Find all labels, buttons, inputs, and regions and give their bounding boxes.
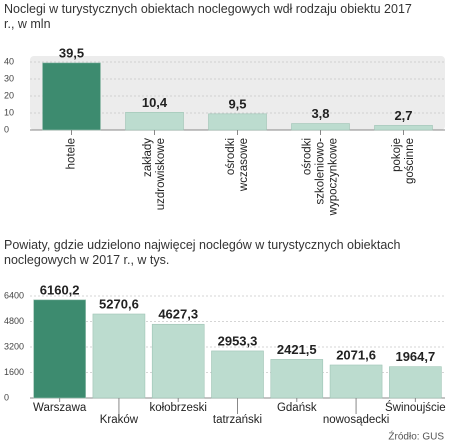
y-tick-label: 4800 — [4, 316, 24, 326]
value-label: 2421,5 — [277, 342, 317, 357]
x-tick-label-line: hotele — [66, 138, 78, 169]
x-tick-label: zakładyuzdrowiskowe — [142, 138, 167, 210]
x-tick-label-line: wypoczynkowe — [328, 138, 340, 216]
bar — [270, 359, 324, 399]
bar — [92, 313, 146, 399]
value-label: 3,8 — [311, 106, 329, 121]
x-tick-label-line: uzdrowiskowe — [155, 138, 167, 210]
x-tick-label: Świnoujście — [385, 401, 446, 414]
value-label: 10,4 — [142, 95, 168, 110]
x-tick-label-line: wczasowe — [238, 138, 250, 192]
source: Źródło: GUS — [388, 430, 444, 443]
bar — [291, 123, 350, 131]
value-label: 2071,6 — [336, 347, 376, 362]
y-tick-label: 6400 — [4, 290, 24, 300]
value-label: 39,5 — [59, 45, 84, 60]
y-tick-label: 3200 — [4, 341, 24, 351]
x-tick-label-line: szkoleniowo- — [315, 138, 327, 205]
bar — [42, 62, 101, 131]
value-label: 5270,6 — [99, 296, 139, 311]
bar — [374, 125, 433, 131]
x-tick-label-line: gościnne — [404, 138, 416, 184]
x-tick-label: kołobrzeski — [149, 402, 207, 414]
bar — [33, 299, 86, 399]
bar — [389, 366, 442, 399]
x-tick-label: hotele — [66, 138, 78, 169]
y-tick-label: 30 — [4, 73, 14, 83]
value-label: 6160,2 — [40, 282, 80, 297]
x-tick-label: nowosądecki — [323, 414, 389, 426]
chart-title: Powiaty, gdzie udzielono najwięcej nocle… — [4, 238, 401, 267]
x-tick-label: Kraków — [100, 414, 139, 426]
x-tick-label: tatrzański — [213, 414, 262, 426]
bar — [329, 364, 383, 399]
x-tick-label: ośrodkiszkoleniowo-wypoczynkowe — [302, 138, 340, 217]
bar — [208, 113, 267, 131]
x-tick-label-line: ośrodki — [225, 138, 237, 175]
value-label: 1964,7 — [395, 349, 435, 364]
y-tick-label: 40 — [4, 56, 14, 66]
plot-background — [30, 56, 445, 130]
value-label: 9,5 — [228, 96, 246, 111]
x-tick-label: pokojegościnne — [391, 138, 416, 184]
y-tick-label: 0 — [4, 392, 9, 402]
y-tick-label: 20 — [4, 90, 14, 100]
y-tick-label: 10 — [4, 107, 14, 117]
value-label: 4627,3 — [158, 307, 198, 322]
y-tick-label: 1600 — [4, 367, 24, 377]
x-tick-label-line: pokoje — [391, 138, 403, 172]
y-tick-label: 0 — [4, 124, 9, 134]
value-label: 2953,3 — [218, 333, 258, 348]
x-tick-label: Gdańsk — [277, 402, 317, 414]
value-label: 2,7 — [394, 108, 412, 123]
x-tick-label: Warszawa — [33, 402, 87, 414]
bar — [125, 112, 184, 131]
bar — [211, 350, 264, 399]
bar — [151, 323, 205, 399]
chart-title: Noclegi w turystycznych obiektach nocleg… — [4, 2, 412, 31]
x-tick-label: ośrodkiwczasowe — [225, 138, 250, 192]
x-tick-label-line: zakłady — [142, 138, 154, 177]
x-tick-label-line: ośrodki — [302, 138, 314, 175]
